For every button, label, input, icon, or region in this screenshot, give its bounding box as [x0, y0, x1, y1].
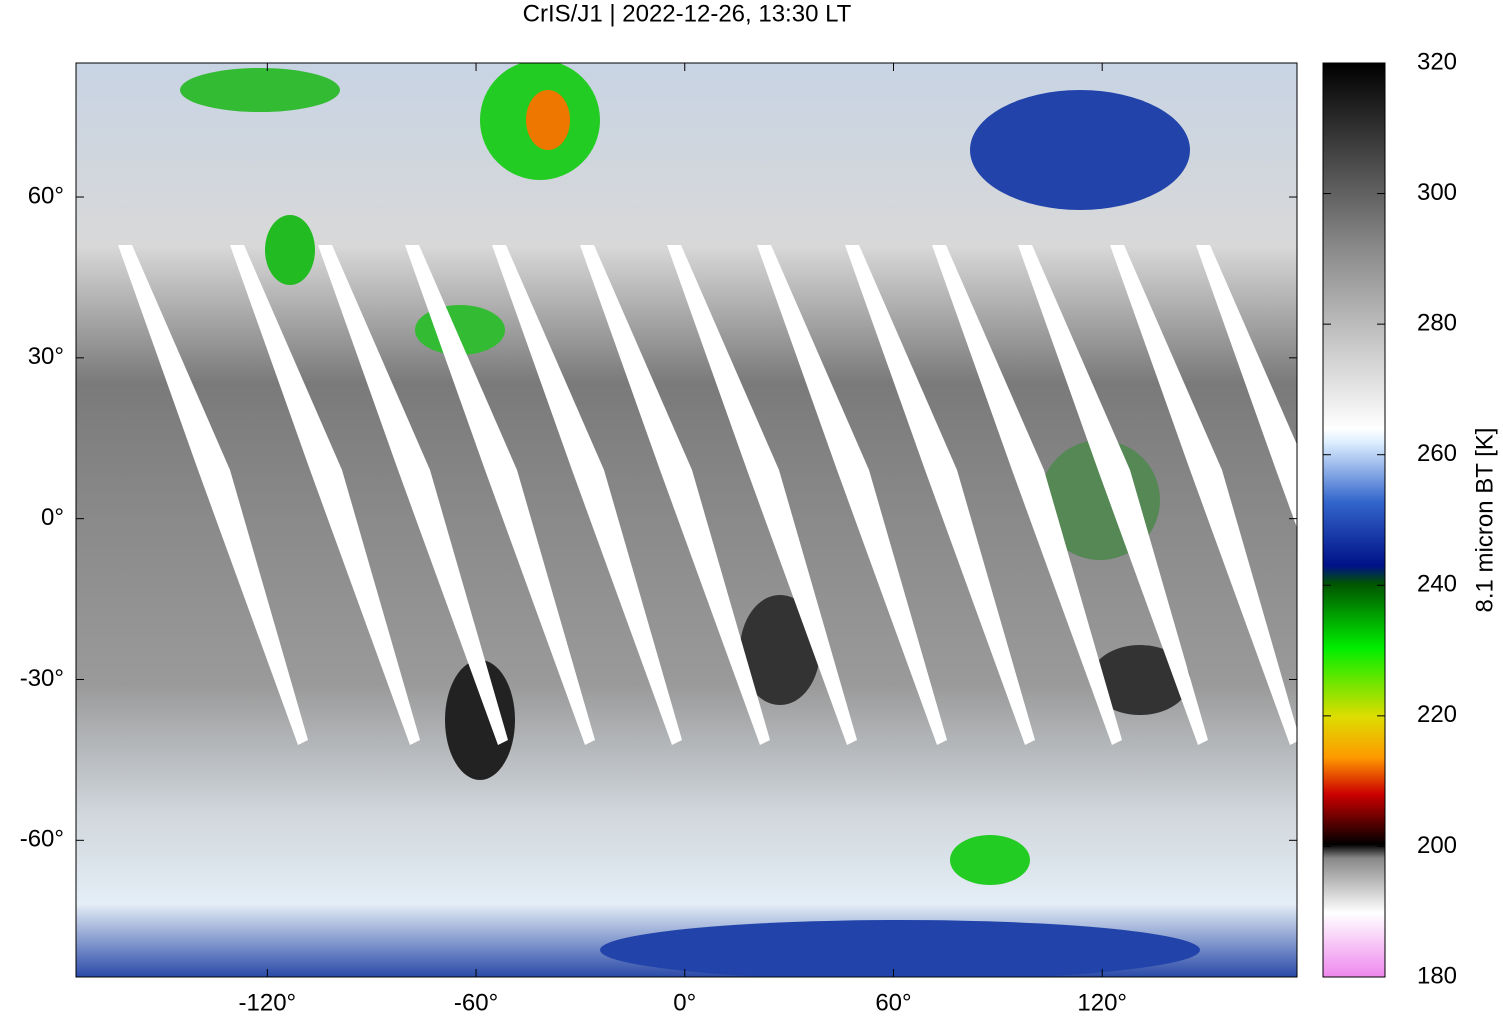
- y-tick-label: -60°: [20, 826, 64, 853]
- cold-cloud: [600, 920, 1200, 977]
- data-gap-swath: [932, 245, 1122, 745]
- colorbar-tick-label: 320: [1417, 48, 1457, 75]
- cold-cloud: [265, 215, 315, 285]
- map-frame: [75, 62, 1298, 978]
- data-gap-swath: [757, 245, 947, 745]
- colorbar-tick-label: 240: [1417, 571, 1457, 598]
- cold-cloud: [950, 835, 1030, 885]
- y-tick-label: -30°: [20, 665, 64, 692]
- colorbar-tick-label: 200: [1417, 832, 1457, 859]
- data-gap-swath: [580, 245, 770, 745]
- data-gap-swath: [1110, 245, 1297, 745]
- colorbar-label: 8.1 micron BT [K]: [1471, 428, 1498, 613]
- data-gap-swath: [230, 245, 420, 745]
- colorbar-tick-label: 260: [1417, 440, 1457, 467]
- x-tick-label: 60°: [875, 989, 911, 1016]
- data-gap-swath: [405, 245, 595, 745]
- colorbar-tick-label: 220: [1417, 701, 1457, 728]
- y-tick-label: 0°: [41, 504, 64, 531]
- data-gaps: [118, 245, 1297, 745]
- colorbar-tick-label: 300: [1417, 179, 1457, 206]
- map-title: CrIS/J1 | 2022-12-26, 13:30 LT: [523, 0, 852, 27]
- data-gap-swath: [118, 245, 308, 745]
- cold-cloud: [180, 68, 340, 112]
- x-tick-label: 120°: [1077, 989, 1127, 1016]
- data-gap-swath: [492, 245, 682, 745]
- colorbar: [1322, 62, 1386, 978]
- x-tick-label: -120°: [239, 989, 297, 1016]
- cold-cloud: [526, 90, 570, 150]
- cold-cloud: [970, 90, 1190, 210]
- y-tick-label: 30°: [28, 343, 64, 370]
- data-gap-swath: [667, 245, 857, 745]
- data-gap-swath: [1196, 245, 1297, 528]
- warm-land: [445, 660, 515, 780]
- warm-land: [740, 595, 820, 705]
- data-gap-swath: [1018, 245, 1208, 745]
- data-gap-swath: [845, 245, 1035, 745]
- x-tick-label: 0°: [673, 989, 696, 1016]
- data-gap-swath: [318, 245, 508, 745]
- colorbar-tick-label: 280: [1417, 309, 1457, 336]
- x-tick-label: -60°: [454, 989, 498, 1016]
- warm-land: [1090, 645, 1190, 715]
- colorbar-tick-label: 180: [1417, 962, 1457, 989]
- y-tick-label: 60°: [28, 182, 64, 209]
- map-image: [76, 63, 1297, 977]
